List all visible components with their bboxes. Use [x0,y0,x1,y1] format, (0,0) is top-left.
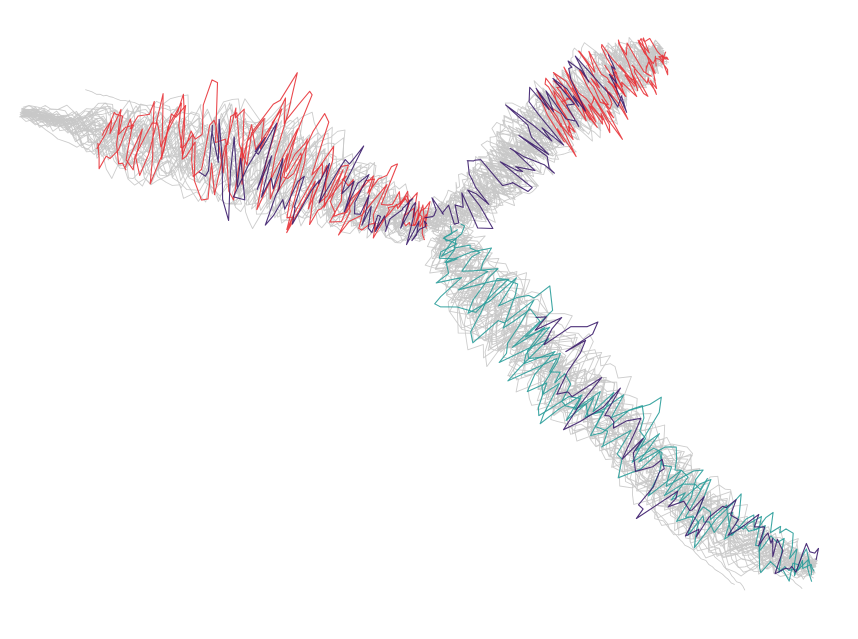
context-trace [22,107,431,221]
context-trace [22,98,431,221]
context-trace [444,230,818,565]
context-trace [22,106,428,234]
context-trace [22,116,424,244]
context-trace [436,236,814,578]
route-trace [198,118,428,246]
outlier-trace [610,449,746,591]
context-trace [427,42,659,217]
context-trace [23,102,430,227]
context-trace [430,44,663,229]
route-trace [534,316,820,575]
route-trace [424,54,628,230]
context-trace [23,101,433,216]
route-trace [101,72,426,241]
route-trace [441,223,815,574]
route-trace [96,79,428,239]
purple-route-traces [198,54,820,575]
outlier-trace [589,429,735,585]
teal-route-traces [434,223,815,582]
context-trace [440,232,816,572]
context-trace [439,230,815,577]
route-trace [443,229,813,577]
route-trace [97,100,431,236]
